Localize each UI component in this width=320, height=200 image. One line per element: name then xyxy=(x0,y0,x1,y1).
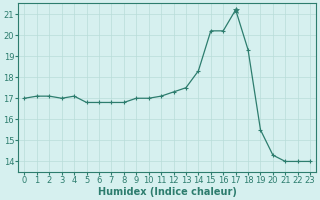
X-axis label: Humidex (Indice chaleur): Humidex (Indice chaleur) xyxy=(98,187,237,197)
